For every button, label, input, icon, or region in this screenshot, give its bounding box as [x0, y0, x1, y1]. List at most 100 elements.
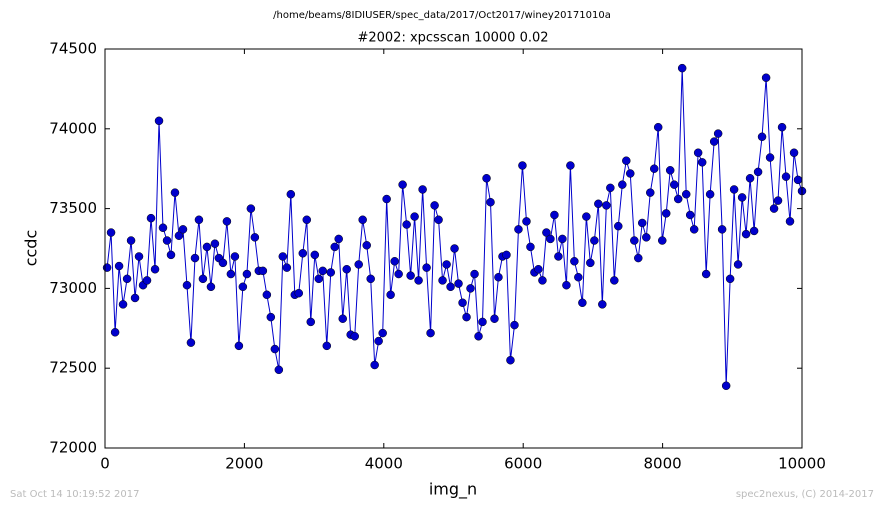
- data-point: [426, 328, 435, 338]
- x-tick-label: 10000: [778, 455, 826, 473]
- data-point: [206, 282, 216, 292]
- data-point: [749, 226, 759, 236]
- data-point: [318, 266, 327, 276]
- data-point: [158, 223, 168, 233]
- data-point: [482, 174, 491, 183]
- data-point: [486, 197, 495, 207]
- data-point: [370, 360, 379, 370]
- data-point: [298, 249, 308, 258]
- footer-left: Sat Oct 14 10:19:52 2017: [10, 489, 140, 500]
- data-point: [202, 242, 212, 252]
- data-point: [582, 212, 591, 221]
- y-tick-label: 73000: [49, 279, 97, 297]
- data-point: [733, 260, 743, 269]
- data-point: [118, 300, 128, 309]
- data-point: [562, 280, 571, 290]
- data-point: [390, 257, 399, 266]
- data-point: [302, 215, 312, 225]
- data-point: [462, 312, 471, 322]
- data-point: [194, 215, 204, 225]
- data-point: [154, 116, 164, 126]
- data-point: [286, 189, 296, 199]
- data-point: [630, 236, 639, 245]
- data-point: [350, 332, 359, 341]
- data-point: [777, 122, 787, 132]
- data-point: [757, 132, 767, 142]
- data-point: [110, 328, 120, 337]
- data-point: [446, 282, 455, 292]
- data-point: [262, 290, 272, 300]
- data-point: [689, 225, 699, 234]
- data-point: [342, 264, 351, 274]
- y-tick-label: 72500: [49, 359, 97, 377]
- data-point: [374, 336, 383, 346]
- data-point: [466, 284, 475, 293]
- data-point: [354, 260, 363, 269]
- data-point: [274, 365, 284, 375]
- data-point: [673, 194, 683, 204]
- data-point: [222, 217, 232, 226]
- data-point: [713, 129, 723, 138]
- data-point: [741, 229, 751, 239]
- data-point: [765, 153, 775, 162]
- data-point: [366, 274, 375, 284]
- data-point: [182, 280, 192, 290]
- data-point: [474, 332, 483, 341]
- data-point: [570, 257, 579, 266]
- data-point: [637, 218, 647, 228]
- data-point: [386, 290, 395, 300]
- data-point: [478, 317, 487, 327]
- y-tick-label: 74000: [49, 119, 97, 137]
- data-point: [242, 269, 252, 279]
- data-point: [414, 276, 423, 285]
- data-point: [210, 239, 220, 248]
- data-point: [661, 209, 671, 218]
- data-point: [114, 261, 124, 271]
- data-point: [142, 276, 152, 285]
- data-point: [550, 210, 559, 220]
- data-point: [406, 271, 415, 280]
- data-point: [546, 234, 555, 244]
- data-point: [418, 185, 427, 194]
- data-point: [382, 194, 391, 204]
- data-point: [278, 252, 288, 261]
- data-point: [258, 266, 268, 276]
- data-point: [422, 263, 431, 272]
- data-point: [761, 73, 771, 82]
- data-point: [234, 341, 244, 351]
- data-point: [326, 268, 336, 277]
- data-point: [622, 156, 631, 165]
- data-point: [594, 199, 603, 209]
- data-point: [470, 269, 479, 279]
- data-point: [642, 233, 651, 242]
- data-point: [430, 201, 439, 210]
- data-point: [378, 328, 387, 338]
- data-point: [122, 274, 132, 284]
- data-point: [334, 234, 343, 244]
- data-point: [610, 276, 619, 285]
- data-point: [522, 217, 531, 226]
- data-point: [693, 148, 703, 157]
- data-point: [646, 188, 655, 197]
- data-point: [226, 269, 236, 279]
- data-point: [677, 63, 687, 73]
- suptitle: /home/beams/8IDIUSER/spec_data/2017/Oct2…: [273, 10, 611, 21]
- data-point: [554, 252, 563, 261]
- data-point: [618, 180, 627, 189]
- data-point: [146, 213, 156, 223]
- data-point: [166, 250, 176, 260]
- data-point: [126, 236, 136, 245]
- data-point: [162, 236, 172, 245]
- data-point: [789, 148, 799, 157]
- data-point: [745, 174, 755, 183]
- data-point: [769, 204, 779, 213]
- plot-frame: [104, 48, 803, 449]
- data-point: [586, 258, 595, 268]
- data-point: [614, 221, 623, 231]
- data-point: [717, 225, 727, 234]
- data-point: [606, 183, 615, 193]
- data-point: [306, 317, 316, 327]
- data-point: [294, 288, 304, 298]
